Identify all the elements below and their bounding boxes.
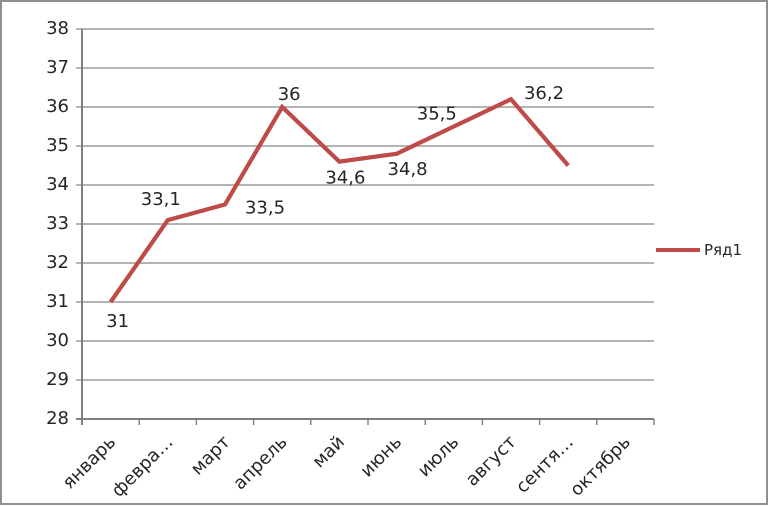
svg-text:28: 28 bbox=[46, 408, 69, 429]
svg-text:34,6: 34,6 bbox=[325, 168, 365, 189]
svg-text:33,5: 33,5 bbox=[245, 198, 285, 219]
y-axis-tick-labels: 28 29 30 31 32 33 34 35 36 37 38 bbox=[46, 18, 69, 429]
legend-label: Ряд1 bbox=[704, 241, 742, 259]
svg-text:37: 37 bbox=[46, 57, 69, 78]
svg-text:29: 29 bbox=[46, 369, 69, 390]
gridlines bbox=[76, 28, 654, 381]
svg-text:31: 31 bbox=[106, 311, 129, 332]
svg-text:35: 35 bbox=[46, 135, 69, 156]
data-labels: 31 33,1 33,5 36 34,6 34,8 35,5 36,2 bbox=[106, 83, 564, 332]
svg-text:апрель: апрель bbox=[229, 432, 292, 495]
svg-text:38: 38 bbox=[46, 18, 69, 39]
svg-text:36,2: 36,2 bbox=[524, 83, 564, 104]
svg-text:33,1: 33,1 bbox=[141, 189, 181, 210]
svg-text:31: 31 bbox=[46, 291, 69, 312]
axes bbox=[76, 29, 655, 425]
svg-text:март: март bbox=[187, 432, 235, 480]
legend: Ряд1 bbox=[656, 241, 742, 259]
svg-text:34,8: 34,8 bbox=[388, 159, 428, 180]
svg-text:36: 36 bbox=[278, 84, 301, 105]
svg-text:октябрь: октябрь bbox=[566, 432, 635, 501]
series-line bbox=[108, 96, 570, 304]
svg-text:35,5: 35,5 bbox=[417, 104, 457, 125]
svg-text:33: 33 bbox=[46, 213, 69, 234]
svg-text:30: 30 bbox=[46, 330, 69, 351]
svg-text:июль: июль bbox=[414, 432, 463, 481]
svg-text:32: 32 bbox=[46, 252, 69, 273]
svg-text:февра…: февра… bbox=[108, 432, 178, 502]
svg-text:34: 34 bbox=[46, 174, 69, 195]
svg-text:май: май bbox=[308, 432, 349, 473]
svg-text:36: 36 bbox=[46, 96, 69, 117]
svg-text:июнь: июнь bbox=[356, 432, 406, 482]
